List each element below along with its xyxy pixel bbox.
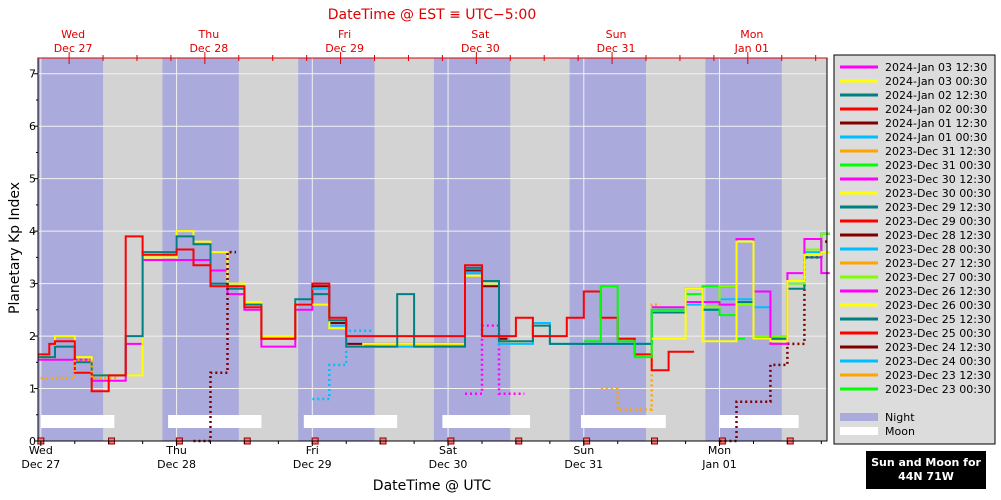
legend-label: Moon (885, 425, 915, 438)
moon-band (580, 415, 666, 428)
legend-label: 2023-Dec 25 00:30 (885, 327, 991, 340)
legend-label: 2024-Jan 02 00:30 (885, 103, 987, 116)
series-line (600, 303, 661, 411)
top-tick-date: Dec 30 (461, 42, 500, 55)
legend-label: 2024-Jan 03 00:30 (885, 75, 987, 88)
night-band (298, 58, 375, 441)
legend-label: 2023-Dec 24 00:30 (885, 355, 991, 368)
legend-label: 2023-Dec 25 12:30 (885, 313, 991, 326)
x-tick-date: Jan 01 (701, 458, 736, 471)
x-tick-day: Mon (708, 444, 731, 457)
legend-label: 2023-Dec 29 00:30 (885, 215, 991, 228)
moon-band (40, 415, 115, 428)
top-tick-date: Dec 31 (597, 42, 636, 55)
y-tick-label: 4 (29, 225, 36, 238)
night-band (569, 58, 647, 441)
legend-label: 2023-Dec 23 00:30 (885, 383, 991, 396)
chart-title: DateTime @ EST ≡ UTC−5:00 (328, 7, 536, 23)
top-tick-date: Dec 27 (54, 42, 93, 55)
location-badge: Sun and Moon for 44N 71W (866, 451, 986, 489)
x-tick-day: Wed (29, 444, 53, 457)
top-tick-date: Dec 29 (325, 42, 364, 55)
series-line (465, 324, 525, 396)
moon-band (303, 415, 398, 428)
x-tick-date: Dec 30 (429, 458, 468, 471)
y-axis-label: Planetary Kp Index (7, 182, 23, 314)
legend-label: 2023-Dec 23 12:30 (885, 369, 991, 382)
legend-label: 2023-Dec 28 00:30 (885, 243, 991, 256)
legend-label: 2023-Dec 26 00:30 (885, 299, 991, 312)
top-tick-day: Thu (198, 28, 220, 41)
top-tick-date: Jan 01 (734, 42, 769, 55)
legend-label: 2023-Dec 31 00:30 (885, 159, 991, 172)
legend-label: 2024-Jan 02 12:30 (885, 89, 987, 102)
moon-band (442, 415, 531, 428)
legend-label: 2023-Dec 30 00:30 (885, 187, 991, 200)
x-tick-date: Dec 28 (157, 458, 196, 471)
series-line (40, 358, 118, 380)
y-tick-label: 3 (29, 278, 36, 291)
badge-line-2: 44N 71W (898, 470, 954, 483)
legend-label: 2023-Dec 30 12:30 (885, 173, 991, 186)
x-tick-day: Sun (573, 444, 594, 457)
night-band (705, 58, 782, 441)
series-line (38, 259, 321, 382)
series-line (583, 285, 745, 359)
moon-bands (37, 415, 799, 445)
y-tick-label: 5 (29, 173, 36, 186)
night-band (162, 58, 239, 441)
top-tick-day: Sun (606, 28, 627, 41)
legend-label: 2024-Jan 01 12:30 (885, 117, 987, 130)
legend-label: Night (885, 411, 915, 424)
legend-label: 2023-Dec 26 12:30 (885, 285, 991, 298)
series-line (38, 235, 321, 393)
badge-line-1: Sun and Moon for (871, 456, 981, 469)
moon-band (168, 415, 262, 428)
night-band (433, 58, 511, 441)
x-tick-day: Thu (165, 444, 187, 457)
y-tick-label: 2 (29, 330, 36, 343)
legend-label: 2023-Dec 28 12:30 (885, 229, 991, 242)
legend-label: 2023-Dec 24 12:30 (885, 341, 991, 354)
legend-label: 2023-Dec 29 12:30 (885, 201, 991, 214)
plot-background (38, 58, 827, 441)
top-tick-day: Fri (338, 28, 351, 41)
legend-label: 2023-Dec 27 12:30 (885, 257, 991, 270)
top-tick-day: Wed (61, 28, 85, 41)
y-tick-label: 7 (29, 68, 36, 81)
top-tick-day: Sat (471, 28, 490, 41)
legend-label: 2024-Jan 01 00:30 (885, 131, 987, 144)
legend-label: 2023-Dec 27 00:30 (885, 271, 991, 284)
moon-band (719, 415, 799, 428)
top-tick-date: Dec 28 (189, 42, 228, 55)
y-tick-label: 0 (29, 435, 36, 448)
y-tick-label: 1 (29, 383, 36, 396)
y-tick-label: 6 (29, 120, 36, 133)
series-lines (38, 230, 830, 443)
x-tick-date: Dec 31 (564, 458, 603, 471)
legend-label: 2024-Jan 03 12:30 (885, 61, 987, 74)
legend-label: 2023-Dec 31 12:30 (885, 145, 991, 158)
series-line (38, 230, 321, 377)
night-band (38, 58, 104, 441)
x-tick-day: Sat (439, 444, 458, 457)
legend-swatch (840, 427, 878, 435)
legend-swatch (840, 413, 878, 421)
x-tick-date: Dec 27 (21, 458, 60, 471)
x-axis-label: DateTime @ UTC (373, 478, 492, 494)
x-tick-day: Fri (306, 444, 319, 457)
series-line (651, 240, 830, 343)
top-tick-day: Mon (740, 28, 763, 41)
x-tick-date: Dec 29 (293, 458, 332, 471)
series-line (312, 329, 372, 401)
